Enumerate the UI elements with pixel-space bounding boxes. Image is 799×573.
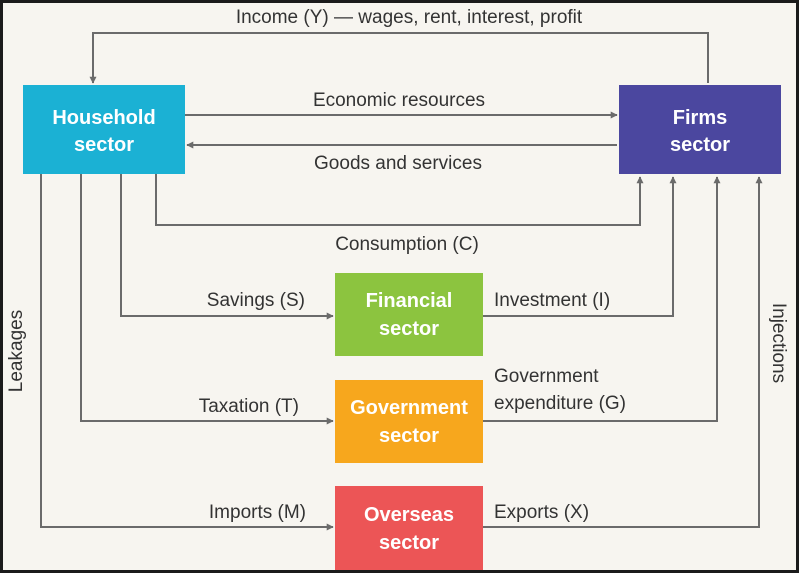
diagram-canvas: Household sector Firms sector Financial …: [6, 7, 789, 570]
household-sector-box: Household sector: [23, 85, 185, 174]
investment-arrow: [483, 176, 677, 317]
overseas-sector-box: Overseas sector: [335, 486, 483, 570]
government-sector-label-line2: sector: [379, 425, 439, 447]
taxation-label: Taxation (T): [199, 396, 299, 417]
consumption-arrow: [155, 174, 644, 226]
goods-services-label: Goods and services: [314, 153, 482, 174]
government-sector-label-line1: Government: [350, 397, 468, 419]
exports-arrow: [483, 176, 763, 528]
income-arrow: [89, 32, 709, 84]
government-sector-rect: [335, 380, 483, 463]
government-expenditure-label-line2: expenditure (G): [494, 393, 626, 414]
firms-sector-rect: [619, 85, 781, 174]
savings-label: Savings (S): [207, 290, 305, 311]
financial-sector-rect: [335, 273, 483, 356]
government-expenditure-arrow: [483, 176, 721, 422]
household-sector-label-line2: sector: [74, 134, 134, 156]
circular-flow-diagram: Household sector Firms sector Financial …: [3, 3, 796, 570]
firms-sector-label-line2: sector: [670, 134, 730, 156]
taxation-arrow: [80, 174, 334, 425]
investment-label: Investment (I): [494, 290, 610, 311]
financial-sector-box: Financial sector: [335, 273, 483, 356]
economic-resources-label: Economic resources: [313, 90, 485, 111]
consumption-label: Consumption (C): [335, 234, 479, 255]
overseas-sector-label-line2: sector: [379, 532, 439, 554]
firms-sector-box: Firms sector: [619, 85, 781, 174]
income-label: Income (Y) — wages, rent, interest, prof…: [236, 7, 583, 28]
imports-arrow: [40, 174, 334, 531]
household-sector-rect: [23, 85, 185, 174]
savings-arrow: [120, 174, 334, 320]
financial-sector-label-line1: Financial: [366, 290, 453, 312]
household-sector-label-line1: Household: [52, 107, 155, 129]
government-expenditure-label-line1: Government: [494, 366, 599, 387]
overseas-sector-label-line1: Overseas: [364, 504, 454, 526]
exports-label: Exports (X): [494, 502, 589, 523]
firms-sector-label-line1: Firms: [673, 107, 727, 129]
flow-arrows: [40, 32, 763, 531]
injections-label: Injections: [768, 303, 789, 383]
overseas-sector-rect: [335, 486, 483, 570]
financial-sector-label-line2: sector: [379, 318, 439, 340]
government-sector-box: Government sector: [335, 380, 483, 463]
imports-label: Imports (M): [209, 502, 306, 523]
leakages-label: Leakages: [6, 310, 27, 392]
